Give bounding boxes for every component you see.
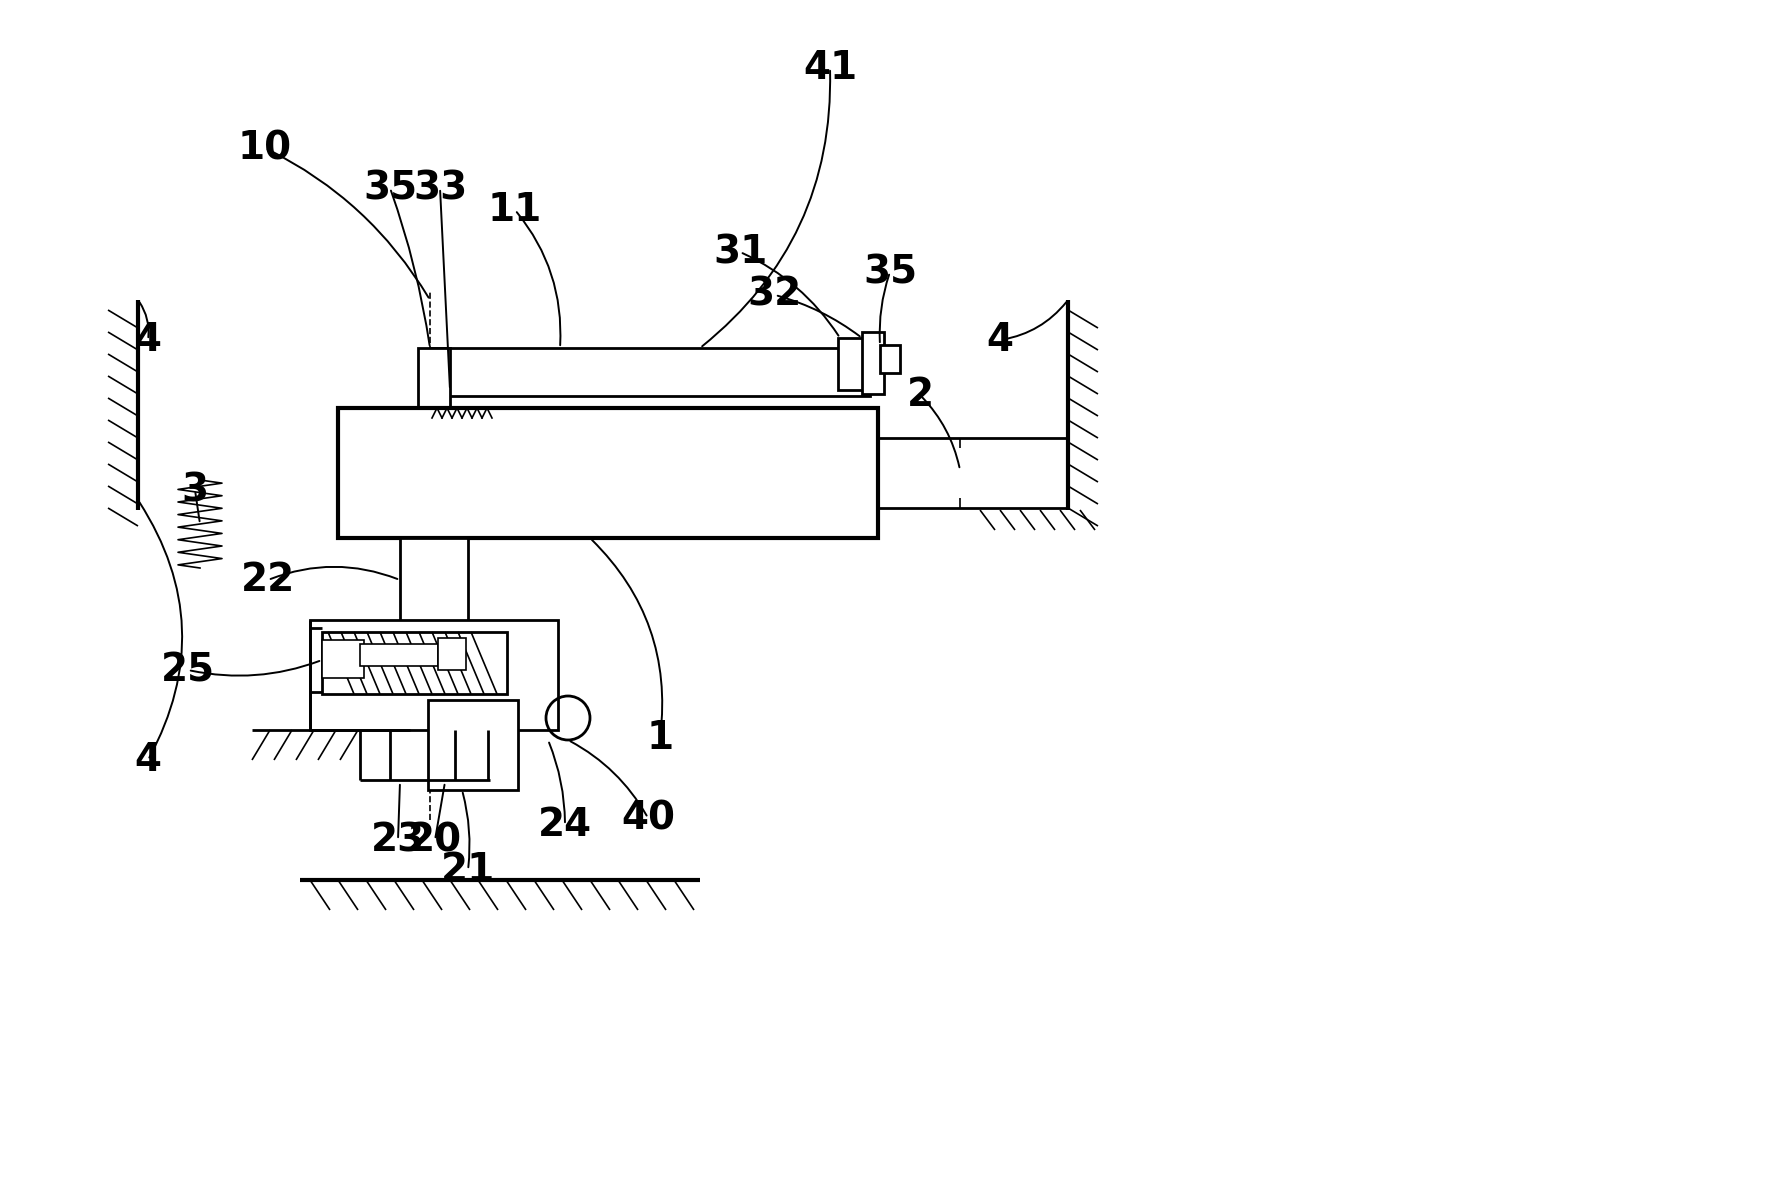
Bar <box>838 338 876 390</box>
Bar <box>431 348 870 396</box>
Text: 2: 2 <box>906 376 933 414</box>
Text: 25: 25 <box>160 651 215 689</box>
Text: 35: 35 <box>363 169 417 208</box>
Text: 4: 4 <box>135 740 162 779</box>
Text: 31: 31 <box>712 233 767 271</box>
Bar <box>400 538 468 650</box>
Text: 11: 11 <box>488 191 543 229</box>
Text: 22: 22 <box>240 561 295 599</box>
Bar <box>438 638 466 670</box>
Text: 21: 21 <box>441 851 495 889</box>
Bar <box>322 632 507 694</box>
Bar <box>338 408 878 538</box>
Text: 4: 4 <box>986 321 1013 358</box>
Text: 40: 40 <box>621 799 675 837</box>
Text: 20: 20 <box>408 821 463 859</box>
Text: 33: 33 <box>413 169 466 208</box>
Text: 4: 4 <box>135 321 162 358</box>
Bar <box>310 620 557 730</box>
Text: 10: 10 <box>239 129 292 167</box>
Text: 3: 3 <box>182 470 208 509</box>
Text: 35: 35 <box>863 253 917 291</box>
Text: 24: 24 <box>538 806 593 844</box>
Bar <box>322 640 363 678</box>
Bar <box>418 348 450 420</box>
Text: 41: 41 <box>803 50 856 87</box>
Bar <box>879 345 901 373</box>
Text: 32: 32 <box>748 276 803 314</box>
Bar <box>862 332 885 394</box>
Text: 23: 23 <box>370 821 425 859</box>
Bar <box>360 644 438 666</box>
Bar <box>427 700 518 790</box>
Text: 1: 1 <box>646 719 673 757</box>
